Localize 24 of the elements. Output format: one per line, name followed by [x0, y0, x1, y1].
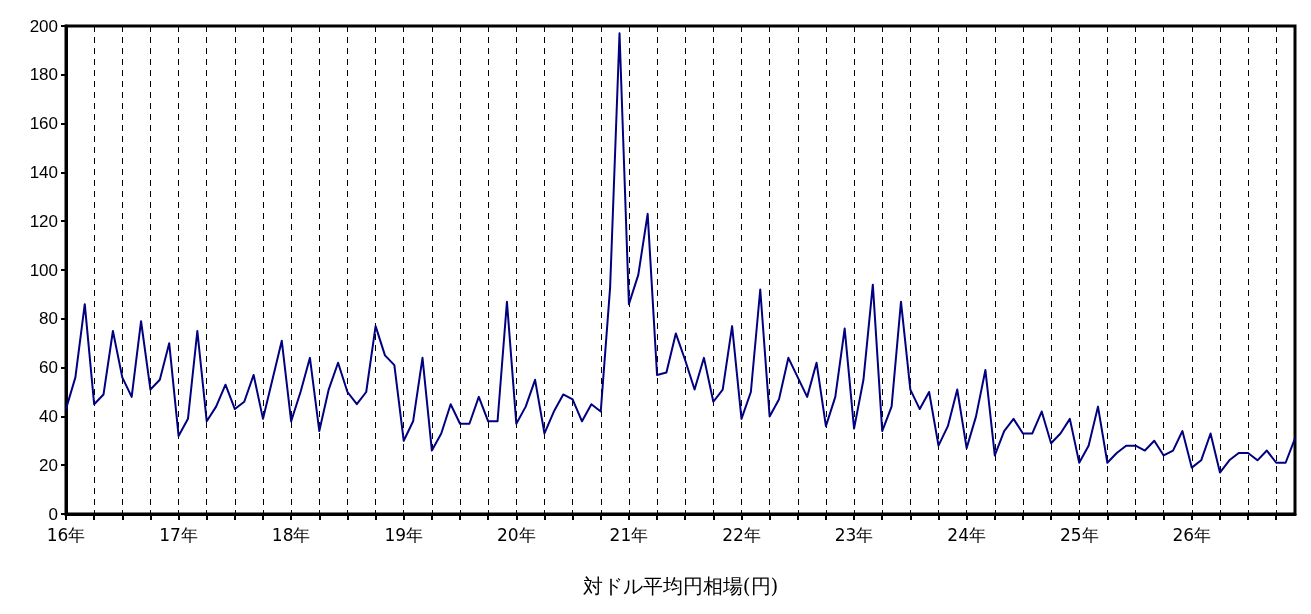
x-tick-label: 20年 [497, 524, 536, 545]
y-tick-label: 80 [39, 309, 58, 329]
x-tick-label: 26年 [1172, 524, 1212, 545]
x-tick-label: 21年 [609, 524, 649, 545]
y-tick-label: 200 [29, 16, 58, 36]
x-tick-label: 16年 [46, 524, 86, 545]
y-tick-label: 20 [39, 455, 58, 475]
y-tick-label: 160 [29, 114, 58, 134]
y-tick-label: 180 [29, 65, 58, 85]
x-tick-label: 24年 [947, 524, 986, 545]
x-tick-label: 17年 [159, 524, 198, 545]
y-tick-label: 140 [29, 162, 58, 182]
y-tick-label: 120 [29, 211, 58, 231]
x-tick-label: 25年 [1059, 524, 1099, 545]
x-axis-title: 対ドル平均円相場(円) [582, 574, 779, 598]
x-tick-label: 18年 [271, 524, 311, 545]
x-tick-label: 23年 [834, 524, 874, 545]
y-tick-label: 100 [29, 260, 58, 280]
x-tick-label: 19年 [384, 524, 424, 545]
y-tick-label: 60 [39, 358, 58, 378]
y-tick-label: 40 [39, 406, 58, 426]
y-tick-label: 0 [48, 504, 58, 524]
x-tick-label: 22年 [722, 524, 761, 545]
line-series [65, 32, 1296, 474]
